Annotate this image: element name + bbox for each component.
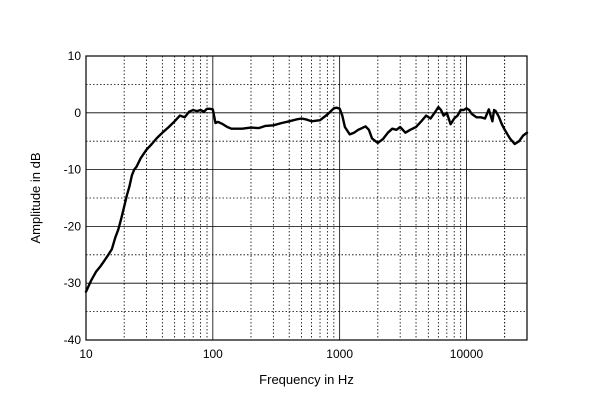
y-tick-label: -10 [64,163,82,177]
y-tick-label: -30 [64,276,82,290]
x-tick-label: 100 [203,347,223,361]
y-axis-title: Amplitude in dB [28,152,43,243]
grid-lines [86,56,528,340]
x-tick-label: 1000 [326,347,353,361]
y-tick-label: -20 [64,219,82,233]
x-axis-title: Frequency in Hz [259,372,354,387]
frequency-response-line [84,105,529,293]
y-tick-label: -40 [64,333,82,347]
y-tick-label: 0 [74,106,81,120]
plot-frame [85,55,528,341]
x-tick-label: 10000 [450,347,484,361]
x-tick-label: 10 [79,347,93,361]
y-tick-label: 10 [68,49,82,63]
